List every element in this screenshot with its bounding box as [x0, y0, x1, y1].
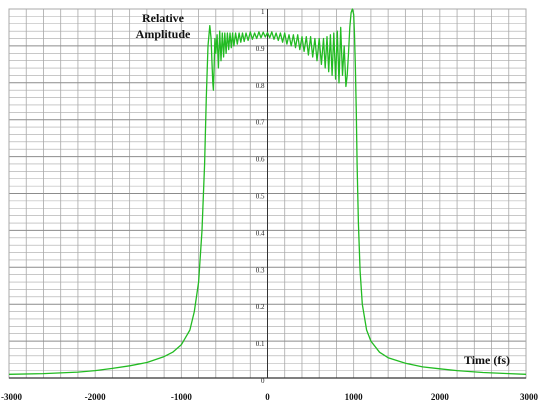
grid-layer [8, 8, 527, 379]
y-tick-label: 0.5 [256, 193, 265, 201]
x-tick-label: 0 [265, 392, 270, 402]
x-tick-label: 2000 [431, 392, 450, 402]
x-tick-label: 1000 [345, 392, 364, 402]
y-tick-label: 0.3 [256, 266, 265, 274]
series-layer [8, 8, 527, 375]
y-tick-label: 0.1 [256, 340, 265, 348]
y-tick-label: 0.6 [256, 156, 265, 164]
y-tick-labels: 0 0.1 0.2 0.3 0.4 0.5 0.6 0.7 0.8 0.9 1 [256, 8, 265, 385]
y-tick-label: 0.9 [256, 45, 265, 53]
y-tick-label: 0.8 [256, 82, 265, 90]
x-tick-label: 3000 [520, 392, 539, 402]
y-tick-label: 0 [261, 377, 265, 385]
x-tick-labels: -3000 -2000 -1000 0 1000 2000 3000 [1, 392, 539, 402]
x-axis-title: Time (fs) [464, 353, 510, 367]
y-tick-label: 0.7 [256, 119, 265, 127]
x-tick-label: -2000 [85, 392, 106, 402]
y-axis-title-line1: Relative [142, 11, 185, 25]
y-axis-title-line2: Amplitude [136, 27, 191, 41]
x-tick-label: -1000 [171, 392, 192, 402]
y-tick-label: 0.2 [256, 303, 265, 311]
series-line-0 [8, 8, 527, 375]
y-tick-label: 1 [261, 8, 265, 16]
x-tick-label: -3000 [1, 392, 22, 402]
y-tick-label: 0.4 [256, 229, 265, 237]
